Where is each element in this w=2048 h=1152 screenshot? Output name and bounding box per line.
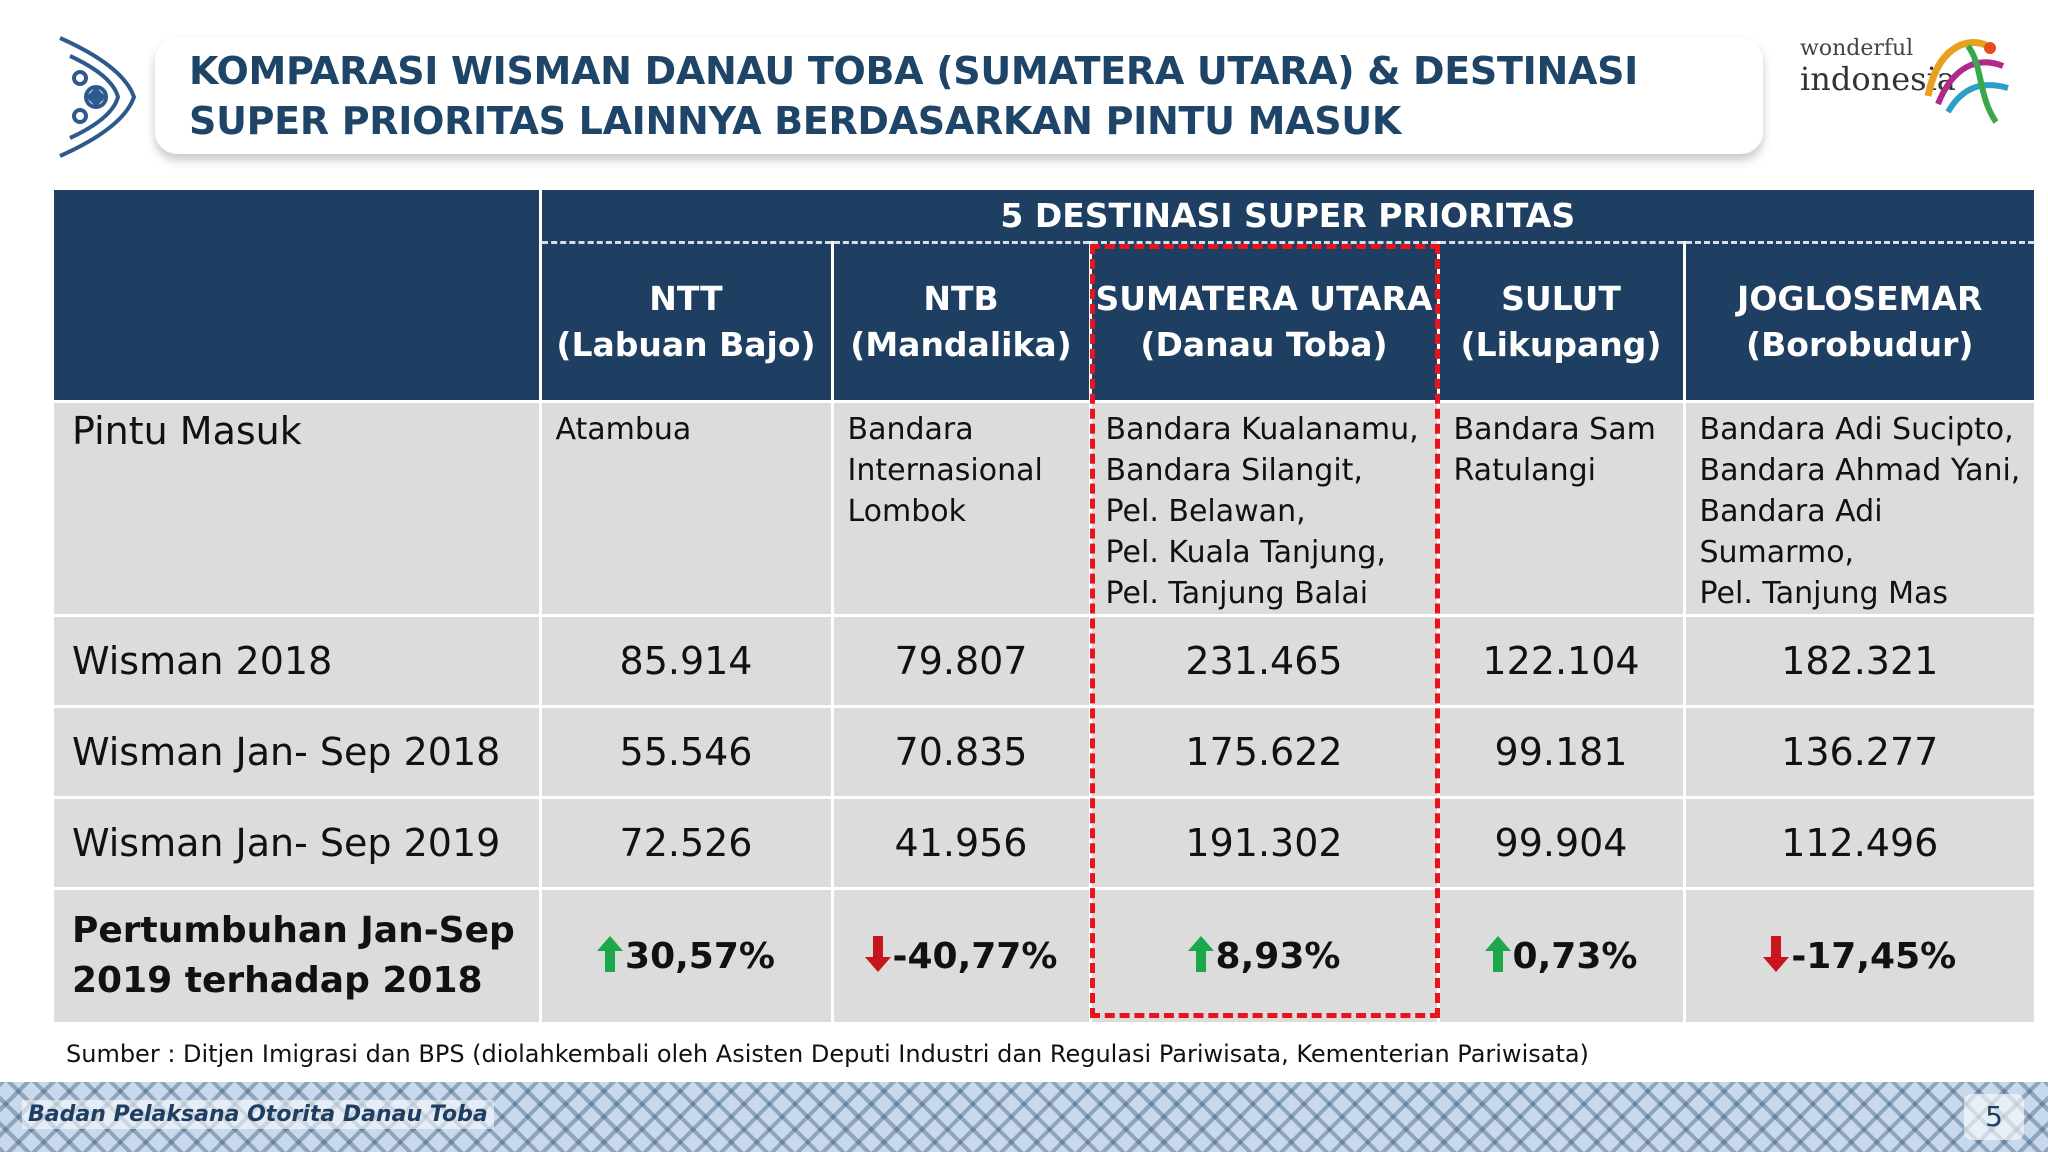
entry-point: Pel. Belawan, — [1105, 494, 1306, 529]
table-cell: 182.321 — [1682, 614, 2035, 707]
table-cell: 41.956 — [830, 796, 1090, 889]
growth-cell: -40,77% — [830, 887, 1090, 1022]
logo-text-top: wonderful — [1800, 36, 1914, 61]
table-cell: 231.465 — [1088, 614, 1438, 707]
arrow-down-icon — [1763, 935, 1790, 972]
row-label: Wisman Jan- Sep 2019 — [54, 796, 540, 889]
entry-point: Pel. Tanjung Mas — [1699, 576, 1948, 611]
growth-cell: 30,57% — [538, 887, 832, 1022]
group-header: 5 DESTINASI SUPER PRIORITAS — [538, 190, 2035, 244]
entry-point: Pel. Kuala Tanjung, — [1105, 535, 1386, 570]
table-row-pintu-masuk: Pintu Masuk Atambua Bandara Internasiona… — [54, 400, 2035, 616]
column-sub: (Likupang) — [1460, 325, 1662, 364]
table-cell: 85.914 — [538, 614, 832, 707]
page-title: KOMPARASI WISMAN DANAU TOBA (SUMATERA UT… — [189, 49, 1638, 143]
entry-point: Bandara — [847, 412, 974, 447]
row-label-line: 2019 terhadap 2018 — [72, 960, 483, 1001]
title-box: KOMPARASI WISMAN DANAU TOBA (SUMATERA UT… — [155, 38, 1763, 154]
table-cell: 55.546 — [538, 705, 832, 798]
source-note: Sumber : Ditjen Imigrasi dan BPS (diolah… — [66, 1040, 1589, 1068]
growth-value: 0,73% — [1512, 935, 1638, 977]
entry-point: Bandara Ahmad Yani, — [1699, 453, 2021, 488]
column-sub: (Borobudur) — [1746, 325, 1974, 364]
column-header-ntb: NTB (Mandalika) — [830, 242, 1090, 402]
header-empty-cell — [54, 190, 540, 402]
table-cell: 72.526 — [538, 796, 832, 889]
arrow-up-icon — [597, 935, 624, 972]
table-cell: 112.496 — [1682, 796, 2035, 889]
column-sub: (Labuan Bajo) — [556, 325, 816, 364]
table-cell: 136.277 — [1682, 705, 2035, 798]
table-cell: 99.904 — [1436, 796, 1684, 889]
arrow-up-icon — [1187, 935, 1214, 972]
row-label: Pintu Masuk — [54, 400, 540, 616]
row-label-line: Pertumbuhan Jan-Sep — [72, 910, 515, 951]
growth-value: 8,93% — [1215, 935, 1341, 977]
arrow-up-icon — [1484, 935, 1511, 972]
row-label: Wisman Jan- Sep 2018 — [54, 705, 540, 798]
entry-points-ntb: Bandara Internasional Lombok — [830, 400, 1090, 616]
table-cell: 191.302 — [1088, 796, 1438, 889]
entry-point: Internasional — [847, 453, 1043, 488]
table-row-growth: Pertumbuhan Jan-Sep 2019 terhadap 2018 3… — [54, 887, 2035, 1022]
table-cell: 70.835 — [830, 705, 1090, 798]
page-number: 5 — [1964, 1094, 2024, 1140]
table-row-wisman-2018: Wisman 2018 85.914 79.807 231.465 122.10… — [54, 614, 2035, 707]
column-name: NTT — [649, 279, 723, 318]
table-cell: 175.622 — [1088, 705, 1438, 798]
entry-point: Lombok — [847, 494, 967, 529]
table-cell: 99.181 — [1436, 705, 1684, 798]
column-header-joglosemar: JOGLOSEMAR (Borobudur) — [1682, 242, 2035, 402]
entry-point: Bandara Kualanamu, — [1105, 412, 1419, 447]
entry-point: Ratulangi — [1453, 453, 1596, 488]
growth-value: 30,57% — [625, 935, 775, 977]
column-header-sumatera-utara: SUMATERA UTARA (Danau Toba) — [1088, 242, 1438, 402]
garuda-logo-icon — [1924, 39, 2009, 124]
entry-points-sulut: Bandara Sam Ratulangi — [1436, 400, 1684, 616]
table-cell: 79.807 — [830, 614, 1090, 707]
column-sub: (Mandalika) — [850, 325, 1072, 364]
growth-cell: 8,93% — [1088, 887, 1438, 1022]
entry-points-ntt: Atambua — [538, 400, 832, 616]
column-sub: (Danau Toba) — [1140, 325, 1388, 364]
column-name: JOGLOSEMAR — [1737, 279, 1983, 318]
entry-point: Atambua — [555, 412, 692, 447]
entry-point: Bandara Adi Sumarmo, — [1699, 494, 1883, 570]
wonderful-indonesia-logo: wonderful indonesia — [1790, 26, 2015, 130]
ornament-icon — [59, 36, 137, 158]
column-header-sulut: SULUT (Likupang) — [1436, 242, 1684, 402]
arrow-down-icon — [864, 935, 891, 972]
comparison-table: 5 DESTINASI SUPER PRIORITAS NTT (Labuan … — [54, 190, 2035, 1022]
column-header-ntt: NTT (Labuan Bajo) — [538, 242, 832, 402]
growth-value: -40,77% — [892, 935, 1058, 977]
entry-points-joglosemar: Bandara Adi Sucipto, Bandara Ahmad Yani,… — [1682, 400, 2035, 616]
entry-points-sumatera-utara: Bandara Kualanamu, Bandara Silangit, Pel… — [1088, 400, 1438, 616]
growth-cell: -17,45% — [1682, 887, 2035, 1022]
column-name: NTB — [923, 279, 999, 318]
column-name: SUMATERA UTARA — [1095, 279, 1433, 318]
entry-point: Pel. Tanjung Balai — [1105, 576, 1369, 611]
column-name: SULUT — [1501, 279, 1621, 318]
entry-point: Bandara Sam — [1453, 412, 1656, 447]
growth-cell: 0,73% — [1436, 887, 1684, 1022]
row-label: Wisman 2018 — [54, 614, 540, 707]
row-label: Pertumbuhan Jan-Sep 2019 terhadap 2018 — [54, 887, 540, 1022]
growth-value: -17,45% — [1791, 935, 1957, 977]
table-row-wisman-jan-sep-2019: Wisman Jan- Sep 2019 72.526 41.956 191.3… — [54, 796, 2035, 889]
entry-point: Bandara Adi Sucipto, — [1699, 412, 2014, 447]
table-cell: 122.104 — [1436, 614, 1684, 707]
table-row-wisman-jan-sep-2018: Wisman Jan- Sep 2018 55.546 70.835 175.6… — [54, 705, 2035, 798]
entry-point: Bandara Silangit, — [1105, 453, 1363, 488]
footer-org: Badan Pelaksana Otorita Danau Toba — [22, 1100, 494, 1129]
footer-band: Badan Pelaksana Otorita Danau Toba — [0, 1082, 2048, 1152]
